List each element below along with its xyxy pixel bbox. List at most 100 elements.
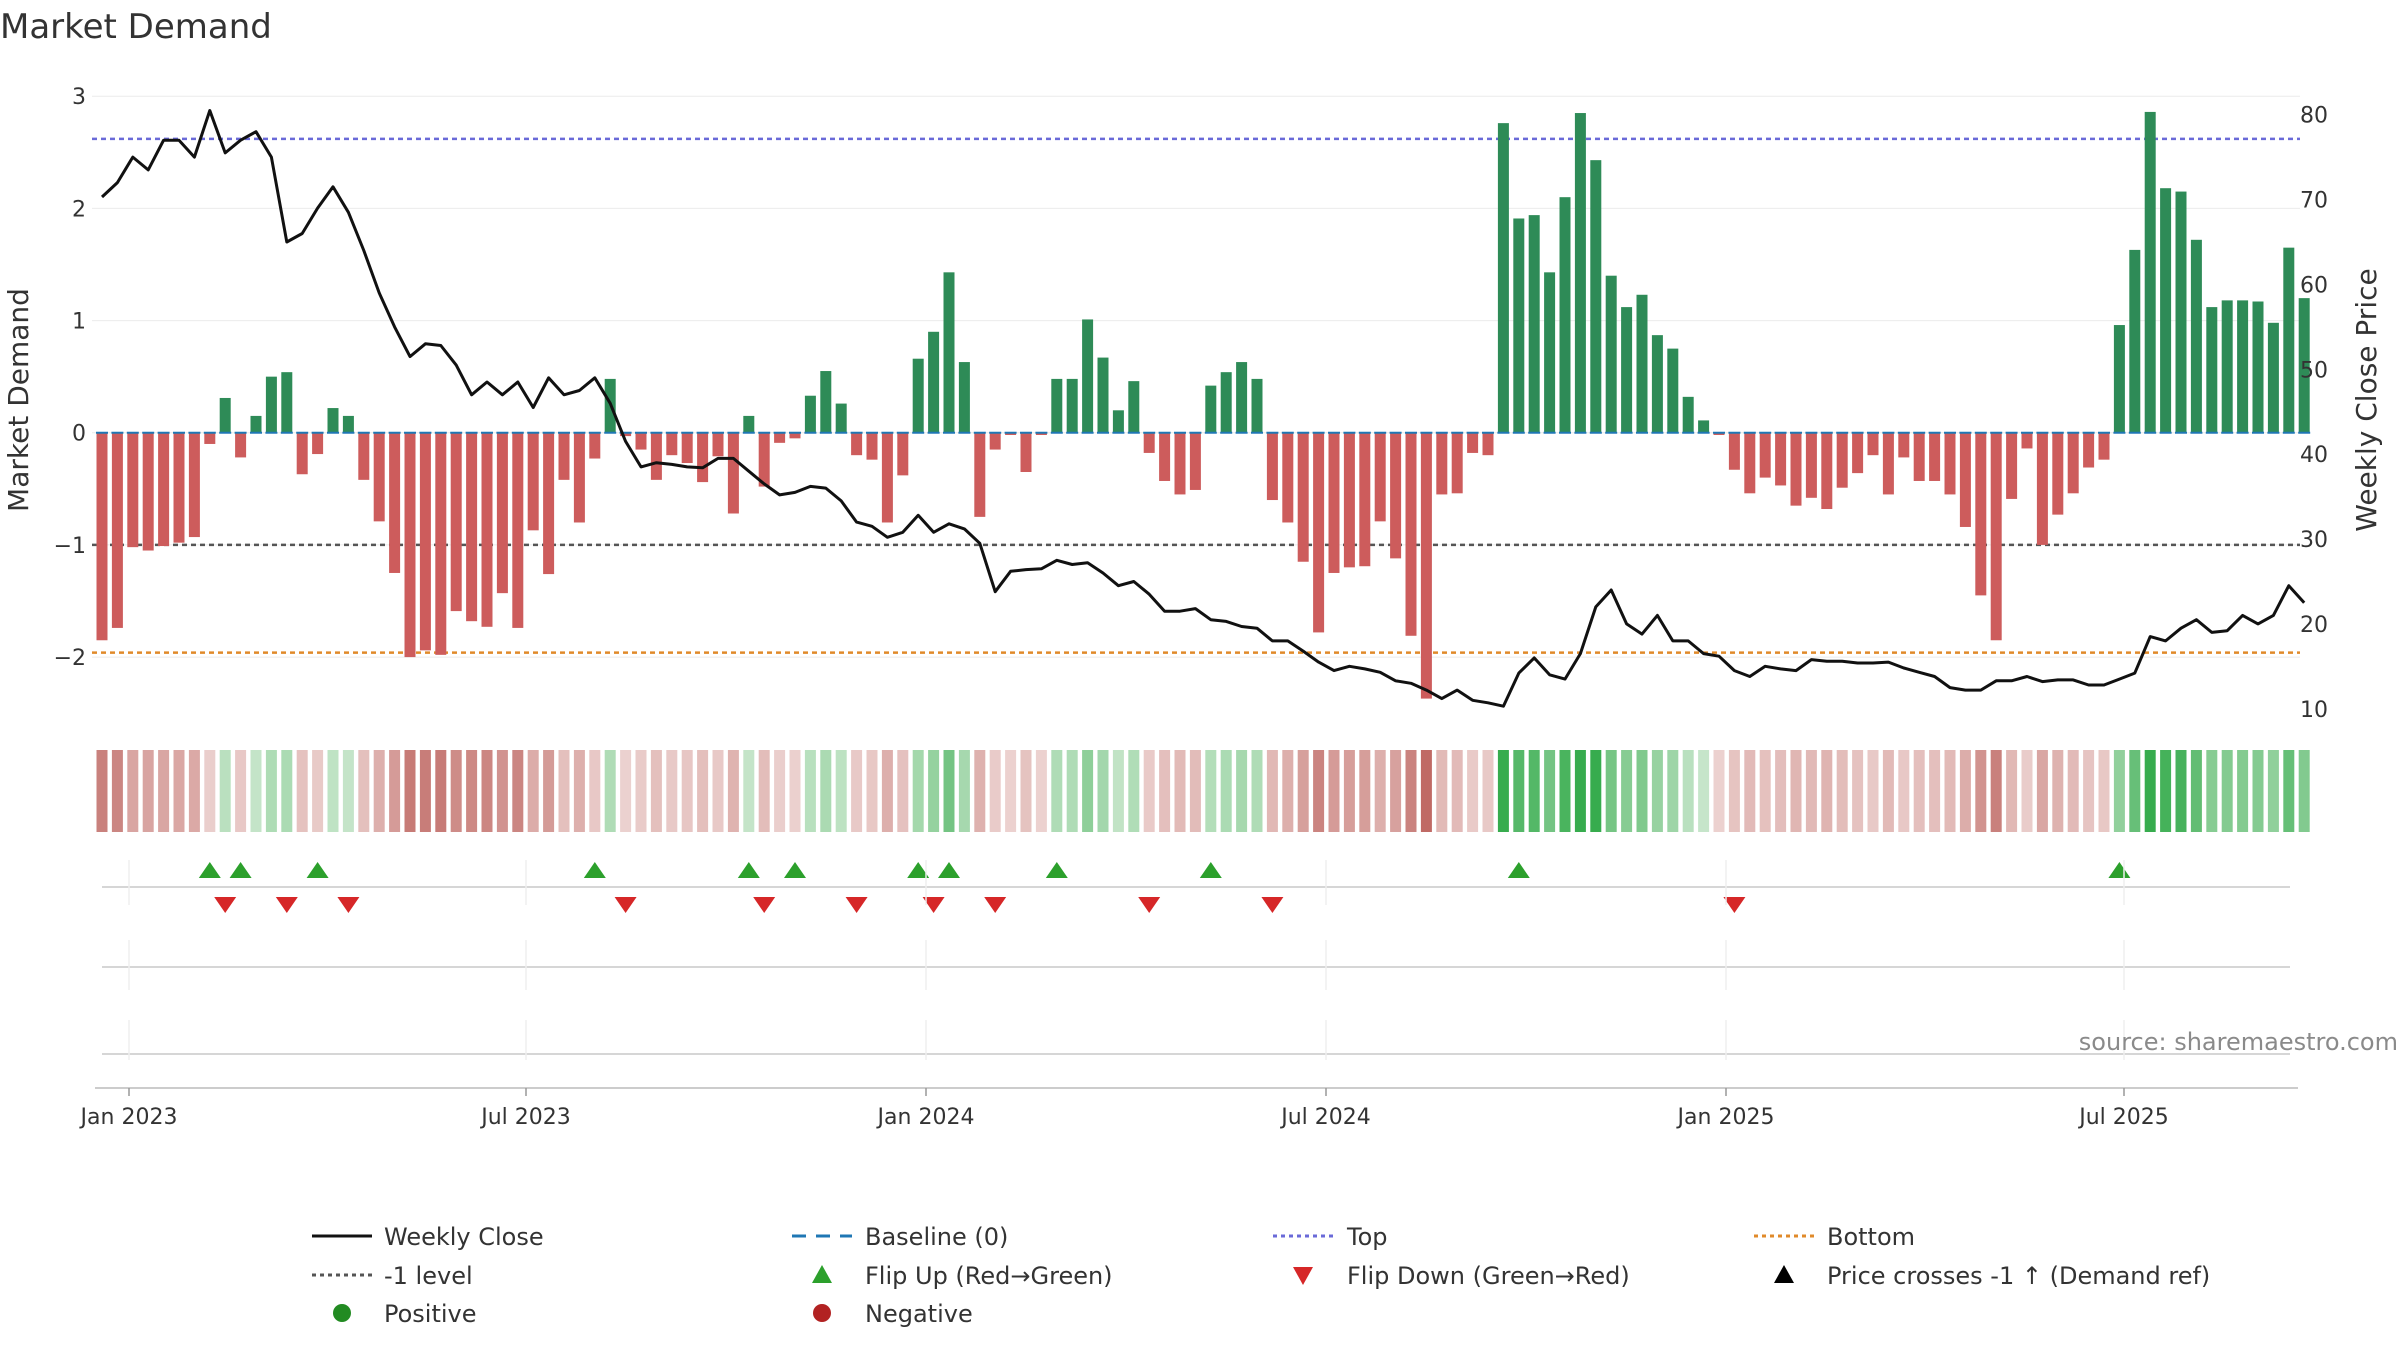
demand-bar — [1990, 432, 2002, 641]
strip-cell — [312, 750, 324, 832]
legend-label-negative: Negative — [865, 1300, 973, 1328]
demand-bar — [666, 432, 678, 456]
strip-cell — [1082, 750, 1094, 832]
demand-bar — [1082, 319, 1094, 433]
strip-cell — [1651, 750, 1663, 832]
legend-swatch-price-cross-icon — [1774, 1265, 1794, 1283]
demand-bar — [389, 432, 401, 573]
demand-bar — [2206, 307, 2218, 433]
demand-bar — [2175, 191, 2187, 433]
strip-cell — [1112, 750, 1124, 832]
demand-bar — [312, 432, 324, 455]
demand-bar — [1898, 432, 1910, 458]
demand-bar — [881, 432, 893, 523]
strip-cell — [1544, 750, 1556, 832]
strip-cell — [2190, 750, 2202, 832]
right-tick-label: 70 — [2300, 189, 2328, 214]
strip-cell — [1698, 750, 1710, 832]
demand-bar — [1713, 432, 1725, 435]
strip-cell — [774, 750, 786, 832]
strip-cell — [928, 750, 940, 832]
demand-bar — [1420, 432, 1432, 699]
strip-cell — [1821, 750, 1833, 832]
strip-cell — [1775, 750, 1787, 832]
demand-bar — [2052, 432, 2064, 515]
demand-bar — [1929, 432, 1941, 481]
demand-bar — [804, 395, 816, 433]
right-tick-label: 80 — [2300, 104, 2328, 129]
strip-cell — [1128, 750, 1140, 832]
strip-cell — [989, 750, 1001, 832]
strip-cell — [727, 750, 739, 832]
strip-cell — [2237, 750, 2249, 832]
demand-bar — [1220, 372, 1232, 433]
demand-bar — [774, 432, 786, 443]
demand-bar — [573, 432, 585, 523]
strip-cell — [1713, 750, 1725, 832]
flip-up-icon — [737, 862, 760, 878]
demand-bar — [265, 376, 277, 433]
strip-cell — [2083, 750, 2095, 832]
demand-bar — [820, 371, 832, 433]
flip-up-icon — [938, 862, 960, 878]
strip-cell — [1343, 750, 1355, 832]
legend-label-minus-one: -1 level — [384, 1262, 473, 1290]
strip-cell — [527, 750, 539, 832]
demand-bar — [235, 432, 247, 458]
strip-cell — [1482, 750, 1494, 832]
strip-cell — [2098, 750, 2110, 832]
demand-bar — [1174, 432, 1186, 495]
demand-bar — [1313, 432, 1325, 633]
flip-up-icon — [1045, 862, 1068, 878]
demand-bar — [851, 432, 863, 456]
demand-bar — [1189, 432, 1201, 490]
demand-bar — [1097, 357, 1109, 433]
strip-cell — [1143, 750, 1155, 832]
demand-bar — [1467, 432, 1479, 453]
strip-cell — [435, 750, 447, 832]
source-note: source: sharemaestro.com — [2079, 1028, 2398, 1056]
demand-bar — [1605, 275, 1617, 433]
strip-cell — [1159, 750, 1171, 832]
demand-bar — [1328, 432, 1340, 573]
strip-cell — [1959, 750, 1971, 832]
demand-bar — [512, 432, 524, 628]
demand-bar — [404, 432, 416, 658]
flip-up-icon — [229, 862, 252, 878]
legend-label-flip-up: Flip Up (Red→Green) — [865, 1262, 1113, 1290]
strip-cell — [1559, 750, 1571, 832]
demand-bar — [435, 432, 447, 655]
demand-bar — [1359, 432, 1371, 567]
demand-bar — [127, 432, 139, 548]
strip-cell — [204, 750, 216, 832]
strip-cell — [589, 750, 601, 832]
strip-cell — [1590, 750, 1602, 832]
strip-cell — [1420, 750, 1432, 832]
strip-cell — [1744, 750, 1756, 832]
demand-bar — [142, 432, 154, 551]
demand-bar — [1621, 307, 1633, 433]
x-axis-ticks: Jan 2023 Jul 2023 Jan 2024 Jul 2024 Jan 2025… — [79, 1087, 2298, 1130]
demand-bar — [2190, 239, 2202, 433]
strip-cell — [1513, 750, 1525, 832]
flip-down-icon — [275, 897, 298, 913]
strip-cell — [543, 750, 555, 832]
legend-label-price-cross: Price crosses -1 ↑ (Demand ref) — [1827, 1262, 2210, 1290]
demand-bar — [358, 432, 370, 480]
strip-cell — [1975, 750, 1987, 832]
demand-bar — [897, 432, 909, 476]
strip-cell — [496, 750, 508, 832]
left-tick-label: 0 — [72, 422, 86, 447]
strip-cell — [358, 750, 370, 832]
demand-bar — [2036, 432, 2048, 545]
demand-bar — [1590, 160, 1602, 433]
demand-bar — [743, 415, 755, 433]
strip-cell — [943, 750, 955, 832]
demand-bar — [589, 432, 601, 459]
strip-cell — [1990, 750, 2002, 832]
strip-cell — [1913, 750, 1925, 832]
strip-cell — [1174, 750, 1186, 832]
strip-cell — [1636, 750, 1648, 832]
demand-bar — [835, 403, 847, 433]
demand-bar — [2283, 247, 2295, 433]
